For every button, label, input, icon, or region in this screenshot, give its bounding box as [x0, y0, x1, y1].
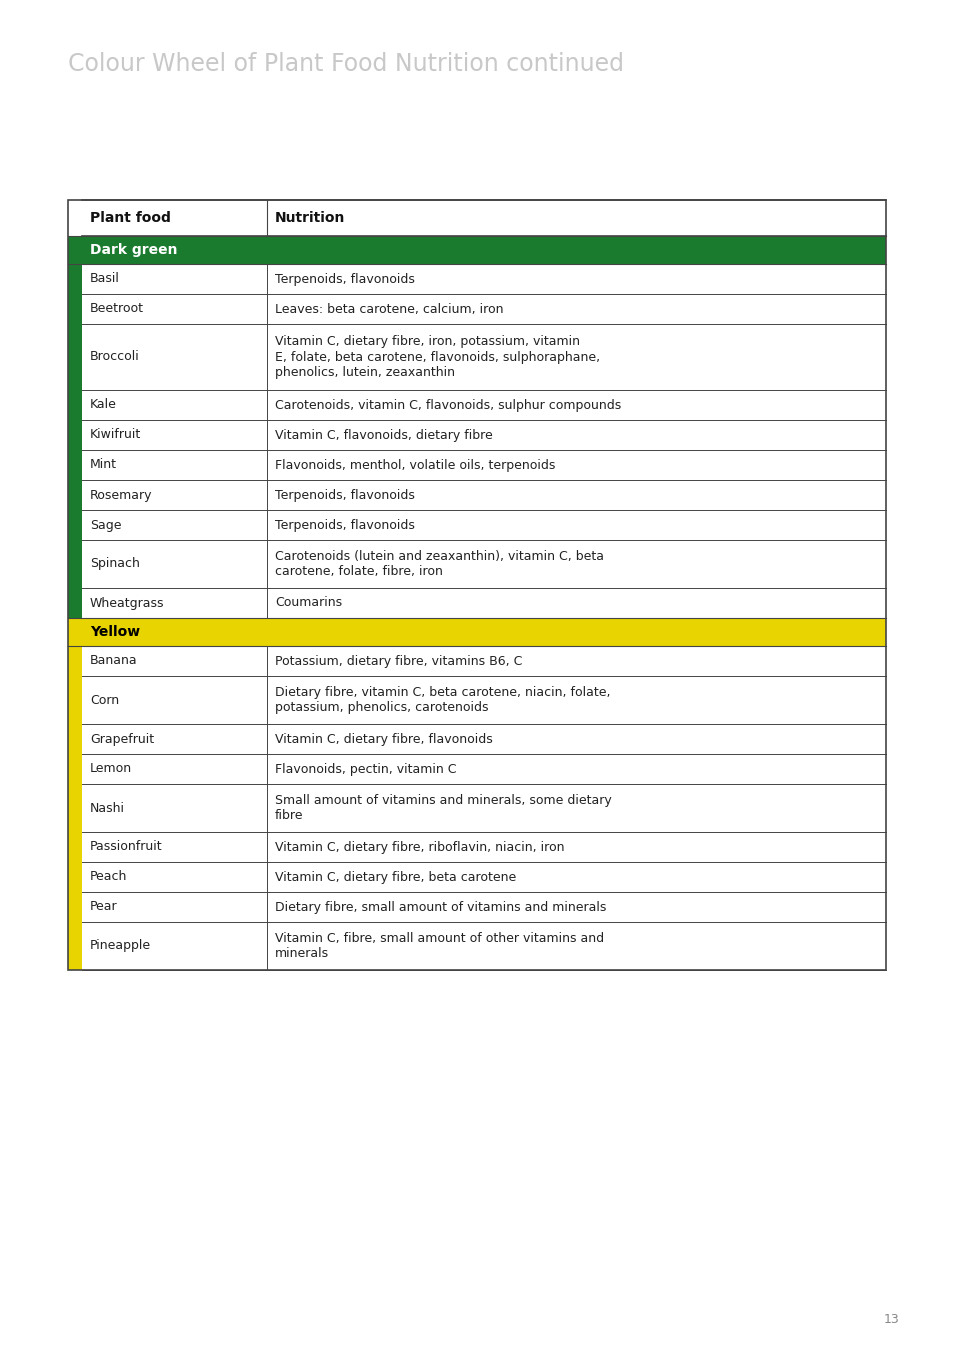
- Text: Spinach: Spinach: [90, 558, 140, 570]
- Text: fibre: fibre: [274, 810, 303, 822]
- Bar: [68, 200, 885, 969]
- Bar: [82, 831, 885, 862]
- Text: Banana: Banana: [90, 654, 137, 668]
- Text: Vitamin C, dietary fibre, flavonoids: Vitamin C, dietary fibre, flavonoids: [274, 733, 493, 746]
- Bar: [82, 646, 885, 676]
- Text: Kiwifruit: Kiwifruit: [90, 428, 141, 441]
- Text: potassium, phenolics, carotenoids: potassium, phenolics, carotenoids: [274, 701, 488, 715]
- Bar: [82, 724, 885, 754]
- Bar: [68, 236, 82, 617]
- Text: Sage: Sage: [90, 519, 121, 532]
- Text: Corn: Corn: [90, 693, 119, 707]
- Text: Pineapple: Pineapple: [90, 940, 151, 952]
- Text: Nashi: Nashi: [90, 802, 125, 815]
- Bar: [82, 390, 885, 420]
- Bar: [82, 754, 885, 784]
- Text: Terpenoids, flavonoids: Terpenoids, flavonoids: [274, 519, 415, 532]
- Text: Passionfruit: Passionfruit: [90, 841, 162, 853]
- Text: Terpenoids, flavonoids: Terpenoids, flavonoids: [274, 489, 415, 501]
- Text: Vitamin C, dietary fibre, riboflavin, niacin, iron: Vitamin C, dietary fibre, riboflavin, ni…: [274, 841, 564, 853]
- Text: Flavonoids, pectin, vitamin C: Flavonoids, pectin, vitamin C: [274, 762, 456, 776]
- Text: Yellow: Yellow: [90, 626, 140, 639]
- Text: Plant food: Plant food: [90, 211, 171, 225]
- Text: Pear: Pear: [90, 900, 117, 914]
- Bar: [82, 324, 885, 390]
- Text: phenolics, lutein, zeaxanthin: phenolics, lutein, zeaxanthin: [274, 366, 455, 379]
- Text: Broccoli: Broccoli: [90, 351, 139, 363]
- Bar: [82, 450, 885, 481]
- Bar: [82, 236, 885, 264]
- Text: Vitamin C, dietary fibre, iron, potassium, vitamin: Vitamin C, dietary fibre, iron, potassiu…: [274, 334, 579, 348]
- Text: Flavonoids, menthol, volatile oils, terpenoids: Flavonoids, menthol, volatile oils, terp…: [274, 459, 555, 471]
- Text: Leaves: beta carotene, calcium, iron: Leaves: beta carotene, calcium, iron: [274, 302, 503, 315]
- Text: Peach: Peach: [90, 871, 128, 884]
- Text: Dietary fibre, vitamin C, beta carotene, niacin, folate,: Dietary fibre, vitamin C, beta carotene,…: [274, 685, 610, 699]
- Bar: [82, 617, 885, 646]
- Text: Vitamin C, dietary fibre, beta carotene: Vitamin C, dietary fibre, beta carotene: [274, 871, 516, 884]
- Text: Terpenoids, flavonoids: Terpenoids, flavonoids: [274, 272, 415, 286]
- Text: Dark green: Dark green: [90, 242, 177, 257]
- Bar: [82, 784, 885, 831]
- Bar: [68, 617, 82, 969]
- Text: Dietary fibre, small amount of vitamins and minerals: Dietary fibre, small amount of vitamins …: [274, 900, 606, 914]
- Text: Potassium, dietary fibre, vitamins B6, C: Potassium, dietary fibre, vitamins B6, C: [274, 654, 522, 668]
- Bar: [82, 540, 885, 588]
- Text: Lemon: Lemon: [90, 762, 132, 776]
- Text: Wheatgrass: Wheatgrass: [90, 597, 164, 609]
- Bar: [82, 481, 885, 510]
- Text: Nutrition: Nutrition: [274, 211, 345, 225]
- Text: Mint: Mint: [90, 459, 117, 471]
- Bar: [82, 264, 885, 294]
- Text: Beetroot: Beetroot: [90, 302, 144, 315]
- Text: Vitamin C, flavonoids, dietary fibre: Vitamin C, flavonoids, dietary fibre: [274, 428, 493, 441]
- Text: Carotenoids (lutein and zeaxanthin), vitamin C, beta: Carotenoids (lutein and zeaxanthin), vit…: [274, 550, 603, 563]
- Text: Small amount of vitamins and minerals, some dietary: Small amount of vitamins and minerals, s…: [274, 793, 611, 807]
- Text: Vitamin C, fibre, small amount of other vitamins and: Vitamin C, fibre, small amount of other …: [274, 932, 603, 945]
- Text: Carotenoids, vitamin C, flavonoids, sulphur compounds: Carotenoids, vitamin C, flavonoids, sulp…: [274, 398, 620, 412]
- Text: Grapefruit: Grapefruit: [90, 733, 154, 746]
- Text: 13: 13: [882, 1313, 898, 1326]
- Text: Coumarins: Coumarins: [274, 597, 342, 609]
- Bar: [82, 200, 885, 236]
- Bar: [82, 862, 885, 892]
- Text: carotene, folate, fibre, iron: carotene, folate, fibre, iron: [274, 565, 442, 578]
- Text: Basil: Basil: [90, 272, 120, 286]
- Bar: [82, 676, 885, 724]
- Text: E, folate, beta carotene, flavonoids, sulphoraphane,: E, folate, beta carotene, flavonoids, su…: [274, 351, 599, 363]
- Text: Colour Wheel of Plant Food Nutrition continued: Colour Wheel of Plant Food Nutrition con…: [68, 51, 623, 76]
- Text: minerals: minerals: [274, 948, 329, 960]
- Bar: [82, 510, 885, 540]
- Bar: [82, 588, 885, 617]
- Text: Rosemary: Rosemary: [90, 489, 152, 501]
- Bar: [82, 294, 885, 324]
- Bar: [82, 420, 885, 450]
- Text: Kale: Kale: [90, 398, 117, 412]
- Bar: [82, 892, 885, 922]
- Bar: [82, 922, 885, 969]
